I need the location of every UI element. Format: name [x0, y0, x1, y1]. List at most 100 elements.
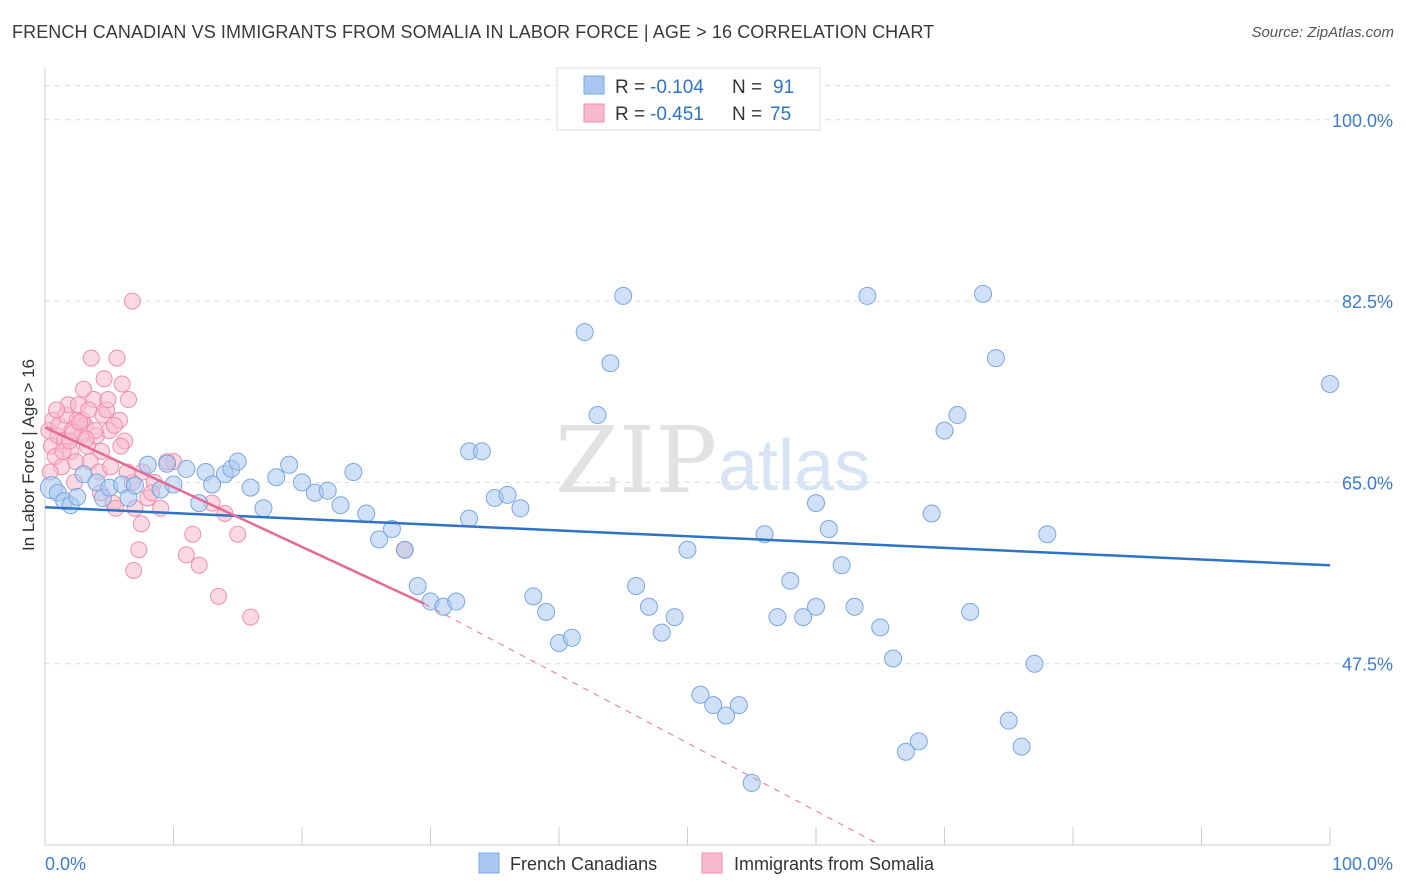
- bottom-legend-label-pink: Immigrants from Somalia: [734, 854, 935, 874]
- data-point-french-canadian: [742, 773, 761, 792]
- data-point-somalia: [105, 416, 123, 434]
- data-point-french-canadian: [158, 454, 177, 473]
- data-point-french-canadian: [832, 556, 851, 575]
- data-point-french-canadian: [665, 608, 684, 627]
- y-tick-label: 47.5%: [1342, 655, 1393, 675]
- legend-swatch-pink: [583, 103, 605, 123]
- data-point-french-canadian: [370, 530, 389, 549]
- data-point-french-canadian: [948, 406, 967, 425]
- data-point-french-canadian: [68, 487, 87, 506]
- data-point-french-canadian: [318, 481, 337, 500]
- data-point-somalia: [123, 292, 141, 310]
- x-tick-label: 100.0%: [1332, 854, 1393, 874]
- data-point-somalia: [242, 608, 260, 626]
- data-point-french-canadian: [691, 685, 710, 704]
- data-point-french-canadian: [652, 623, 671, 642]
- data-point-french-canadian: [819, 520, 838, 539]
- data-point-french-canadian: [961, 602, 980, 621]
- legend-n-label-pink: N =: [732, 104, 762, 125]
- chart-title: FRENCH CANADIAN VS IMMIGRANTS FROM SOMAL…: [12, 22, 935, 42]
- data-point-somalia: [132, 515, 150, 533]
- grid-lines: [45, 85, 1395, 665]
- data-point-french-canadian: [138, 455, 157, 474]
- legend-box: R = -0.104 N = 91 R = -0.451 N = 75: [556, 67, 821, 131]
- data-point-french-canadian: [241, 478, 260, 497]
- data-point-french-canadian: [807, 494, 825, 513]
- y-axis-label: In Labor Force | Age > 16: [19, 359, 38, 551]
- data-point-somalia: [130, 541, 148, 559]
- data-point-french-canadian: [884, 649, 903, 668]
- data-point-french-canadian: [781, 571, 800, 590]
- data-point-somalia: [113, 375, 131, 393]
- data-point-french-canadian: [999, 711, 1018, 730]
- trend-line-somalia: [44, 426, 425, 605]
- watermark-zip: ZIP: [555, 407, 717, 514]
- data-point-french-canadian: [639, 597, 658, 616]
- data-point-somalia: [229, 525, 247, 543]
- data-point-french-canadian: [1025, 654, 1044, 673]
- data-point-french-canadian: [909, 732, 928, 751]
- data-point-somalia: [125, 561, 143, 579]
- y-tick-label: 65.0%: [1342, 473, 1393, 493]
- data-point-somalia: [71, 413, 89, 431]
- data-point-french-canadian: [524, 587, 543, 606]
- legend-swatch-blue: [583, 75, 605, 95]
- data-point-french-canadian: [974, 284, 993, 303]
- data-point-french-canadian: [896, 742, 915, 761]
- data-point-somalia: [209, 587, 227, 605]
- data-point-french-canadian: [601, 354, 620, 373]
- data-point-french-canadian: [280, 455, 299, 474]
- bottom-legend-swatch-blue: [478, 852, 500, 874]
- data-point-french-canadian: [704, 696, 723, 715]
- data-point-somalia: [108, 349, 126, 367]
- data-point-french-canadian: [74, 465, 93, 484]
- trend-line-french-canadians: [44, 506, 1331, 567]
- source-label: Source: ZipAtlas.com: [1251, 24, 1394, 41]
- data-point-french-canadian: [935, 421, 954, 440]
- data-point-somalia: [120, 391, 138, 409]
- data-point-french-canadian: [627, 577, 646, 595]
- axes: [44, 68, 1331, 846]
- data-point-somalia: [75, 380, 93, 398]
- legend-n-label-blue: N =: [732, 77, 762, 98]
- legend-r-value-blue: -0.104: [650, 77, 704, 98]
- data-point-french-canadian: [845, 597, 864, 616]
- data-point-french-canadian: [729, 696, 748, 715]
- data-point-french-canadian: [871, 618, 890, 637]
- data-point-french-canadian: [382, 520, 401, 539]
- data-point-french-canadian: [408, 577, 427, 595]
- series-somalia-points: [40, 292, 414, 626]
- data-point-french-canadian: [511, 499, 530, 518]
- data-point-somalia: [107, 499, 125, 517]
- data-point-french-canadian: [293, 473, 311, 492]
- data-point-french-canadian: [614, 286, 633, 305]
- bottom-legend-label-blue: French Canadians: [510, 854, 657, 874]
- y-tick-label: 100.0%: [1332, 111, 1393, 131]
- data-point-french-canadian: [460, 509, 479, 528]
- data-point-french-canadian: [922, 504, 941, 523]
- axis-labels: 100.0% 82.5% 65.0% 47.5% 0.0% 100.0% In Labor …: [19, 111, 1393, 874]
- data-point-french-canadian: [575, 323, 594, 342]
- data-point-french-canadian: [498, 485, 517, 504]
- data-point-french-canadian: [472, 442, 491, 461]
- data-point-french-canadian: [858, 286, 877, 305]
- y-tick-label: 82.5%: [1342, 292, 1393, 312]
- data-point-somalia: [48, 401, 66, 419]
- legend-r-label-pink: R =: [615, 104, 645, 125]
- legend-n-value-pink: 75: [770, 104, 791, 125]
- data-point-french-canadian: [986, 349, 1005, 368]
- data-point-somalia: [112, 437, 130, 455]
- data-point-french-canadian: [717, 706, 736, 725]
- data-point-french-canadian: [1321, 374, 1339, 393]
- data-point-french-canadian: [562, 628, 581, 647]
- bottom-legend: French Canadians Immigrants from Somalia: [478, 852, 935, 874]
- legend-n-value-blue: 91: [773, 77, 794, 98]
- bottom-legend-swatch-pink: [701, 852, 723, 874]
- data-point-somalia: [184, 525, 202, 543]
- data-point-somalia: [95, 370, 113, 388]
- x-tick-label: 0.0%: [45, 854, 86, 874]
- data-point-french-canadian: [807, 597, 825, 616]
- data-point-somalia: [82, 349, 100, 367]
- data-point-french-canadian: [1038, 525, 1057, 544]
